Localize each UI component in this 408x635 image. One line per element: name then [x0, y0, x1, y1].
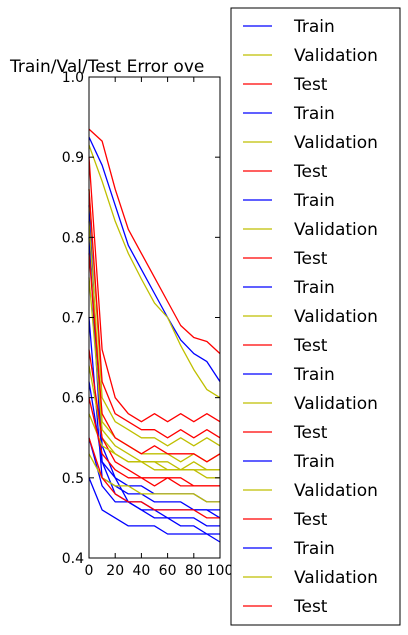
series-line-3 — [88, 128, 221, 355]
legend-label: Validation — [294, 46, 378, 66]
x-tick-label: 60 — [159, 563, 177, 579]
series-line-6 — [88, 157, 221, 423]
legend-label: Validation — [294, 220, 378, 240]
x-tick-label: 40 — [132, 563, 150, 579]
series-line-5 — [88, 189, 221, 447]
series-line-1 — [88, 136, 221, 382]
legend-label: Validation — [294, 307, 378, 327]
legend-label: Train — [293, 452, 335, 472]
legend-label: Train — [293, 104, 335, 124]
legend-label: Test — [293, 249, 328, 269]
legend: Train Validation Test Train Validation Test Tr… — [230, 7, 401, 626]
series-line-2 — [88, 144, 221, 399]
series-line-9 — [88, 189, 221, 439]
x-tick-label: 80 — [185, 563, 203, 579]
series-layer — [88, 128, 221, 543]
series-line-21 — [88, 437, 220, 519]
y-tick-label: 0.4 — [62, 551, 84, 567]
y-tick-label: 0.6 — [62, 391, 84, 407]
y-tick-label: 0.8 — [62, 230, 84, 246]
series-line-4 — [88, 205, 220, 535]
legend-label: Test — [293, 423, 328, 443]
series-line-14 — [88, 365, 220, 479]
legend-label: Train — [293, 365, 335, 385]
legend-label: Test — [293, 75, 328, 95]
legend-label: Test — [293, 597, 328, 617]
x-tick-label: 20 — [106, 563, 124, 579]
y-tick-label: 0.9 — [62, 150, 84, 166]
tick-layer: 0 20 40 60 80 100 0.4 0.5 0.6 0.7 0.8 0.9 1.0 — [62, 70, 234, 579]
legend-label: Validation — [294, 481, 378, 501]
legend-items: Train Validation Test Train Validation Test Tr… — [243, 17, 378, 617]
legend-label: Train — [293, 539, 335, 559]
legend-label: Train — [293, 278, 335, 298]
series-line-19 — [88, 477, 221, 543]
series-line-17 — [88, 413, 220, 471]
legend-label: Train — [293, 191, 335, 211]
legend-label: Test — [293, 336, 328, 356]
y-tick-label: 0.5 — [62, 471, 84, 487]
chart-title: Train/Val/Test Error ove — [9, 57, 204, 77]
legend-label: Validation — [294, 133, 378, 153]
y-tick-label: 0.7 — [62, 311, 84, 327]
x-tick-label: 100 — [207, 563, 234, 579]
legend-label: Validation — [294, 394, 378, 414]
legend-label: Test — [293, 162, 328, 182]
series-line-12 — [88, 253, 221, 463]
legend-label: Test — [293, 510, 328, 530]
x-tick-label: 0 — [85, 563, 94, 579]
legend-label: Train — [293, 17, 335, 37]
series-line-18 — [88, 397, 220, 487]
y-tick-label: 1.0 — [62, 70, 84, 86]
legend-label: Validation — [294, 568, 378, 588]
series-line-20 — [88, 453, 220, 503]
